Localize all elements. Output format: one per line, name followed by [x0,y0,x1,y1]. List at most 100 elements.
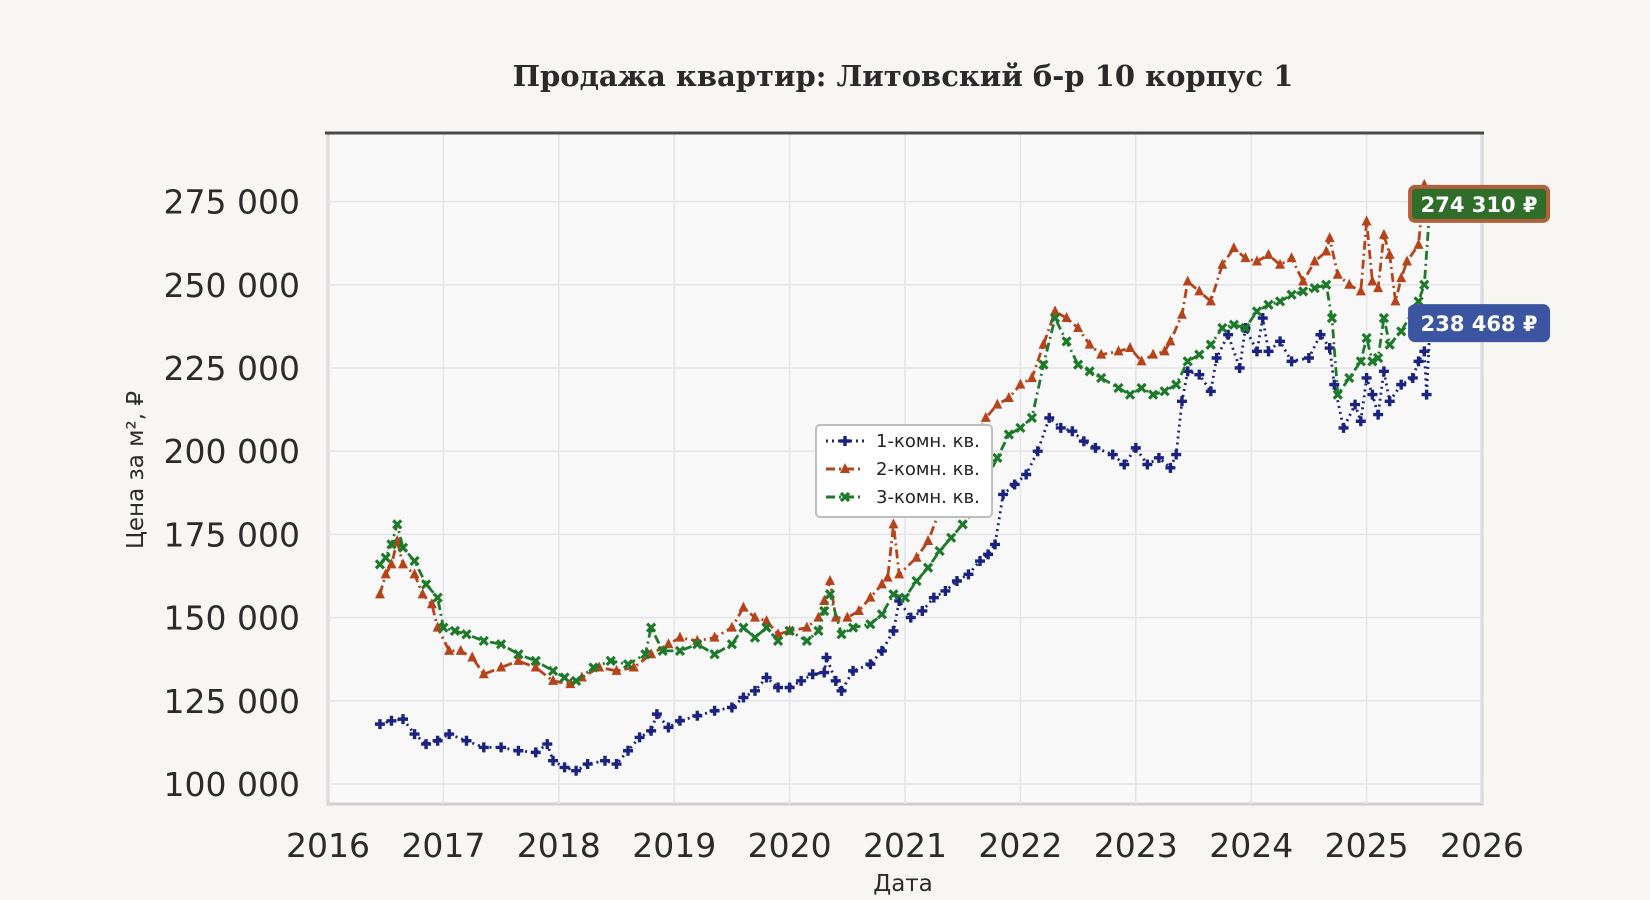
y-tick-label: 150 000 [164,599,300,638]
price-badge-text: 274 310 ₽ [1421,193,1538,217]
series-3-point [1038,359,1049,370]
series-3-point [824,589,836,600]
y-tick-label: 275 000 [164,183,300,222]
series-2-point [426,598,437,609]
series-2-point [374,588,385,599]
series-3-point [461,629,472,640]
series-2-point [1240,252,1251,263]
series-2-point [1084,338,1095,349]
series-3-point [478,635,489,647]
series-2-point [1136,355,1147,366]
series-2-point [1378,228,1389,239]
x-axis-label: Дата [873,871,933,897]
series-2-point [1390,295,1401,306]
series-2-point [1148,348,1159,359]
series-1-point [709,705,720,716]
series-3-point [1396,326,1407,337]
series-2-point [738,601,749,612]
series-1-point [1329,379,1340,390]
series-2-point [417,588,428,599]
series-3-point [1332,389,1343,400]
series-1-point [634,732,645,743]
series-1-point [1176,396,1187,407]
series-1-point [1315,329,1326,340]
series-3-point [1297,286,1309,297]
series-3-point [709,649,720,660]
series-2-point [1344,278,1355,289]
legend-item: 3-комн. кв. [826,487,980,508]
series-3-point [674,645,686,657]
series-1-point [571,765,582,776]
series-2-point [749,611,760,622]
grid [327,135,1483,804]
x-tick-label: 2020 [748,826,832,865]
x-tick-label: 2019 [632,826,716,865]
series-2-point [1286,252,1297,263]
series-2-point [611,664,622,675]
series-3-point [726,639,738,650]
series-2-point [409,568,420,579]
series-1-point [1367,389,1378,400]
series-1-point [819,667,830,678]
series-3-point [847,622,859,633]
series-2-point [1309,255,1320,266]
series-3-point [1084,366,1095,377]
series-1-point [1009,479,1020,490]
series-3-point [1384,339,1395,350]
series-1-point [848,665,859,676]
series-3-point [692,639,703,650]
series-3-point [1344,372,1355,384]
series-1-point [1211,353,1222,363]
series-3-point [559,672,570,683]
series-2-point [1217,258,1228,269]
series-1-point [432,735,443,746]
series-layer [374,178,1436,776]
series-1-point [940,585,951,596]
legend-label: 3-комн. кв. [876,487,980,508]
series-3-point [605,655,616,667]
series-1-point [1021,469,1032,480]
series-3-point [392,519,403,530]
series-1-point [1078,436,1089,447]
series-1-point [548,755,559,766]
series-2-point [1332,268,1343,279]
series-1-point [773,682,784,693]
legend-item: 2-комн. кв. [826,459,980,480]
series-3-point [1321,279,1332,290]
series-1-point [796,675,807,686]
series-2-point [1113,345,1124,356]
x-tick-label: 2024 [1209,826,1293,865]
series-2-point [1298,275,1309,286]
series-1-point [821,652,832,663]
series-2-point [1321,245,1332,256]
series-3-point [640,649,651,660]
series-3-point [957,519,968,530]
series-2-point [1263,248,1274,259]
price-badge-text: 238 468 ₽ [1421,312,1538,336]
series-3-point [588,662,599,673]
series-3-point [1378,312,1390,324]
series-2-point [548,674,559,685]
series-1-point [1032,446,1043,457]
series-1-point [398,714,409,725]
series-3-point [865,619,876,630]
series-2-point [1125,342,1136,353]
x-tick-label: 2026 [1440,826,1524,865]
series-3-point [570,675,582,686]
series-1-point [1378,366,1389,377]
series-1-point [421,739,432,750]
series-1-point [646,725,657,736]
series-3-point [772,635,784,647]
series-1-point [374,719,385,730]
series-3-point [386,539,397,550]
series-2-point [1003,391,1014,402]
series-1-point [663,722,674,733]
y-tick-label: 125 000 [164,682,300,721]
series-1-point [409,729,420,740]
series-1-point [998,489,1009,500]
series-2-point [842,611,853,622]
series-3-point [1159,386,1170,397]
series-3-point [761,622,772,633]
series-3-point [380,552,391,563]
series-2-point [1176,308,1187,319]
